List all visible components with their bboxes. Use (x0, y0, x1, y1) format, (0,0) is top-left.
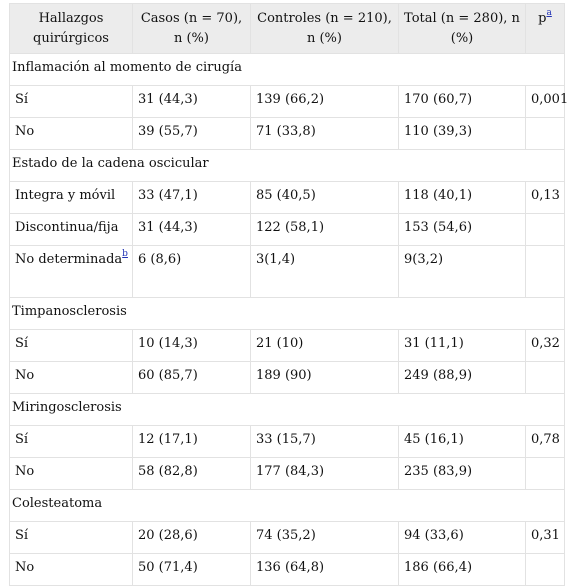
row-label: No (15, 368, 35, 383)
cases-cell: 58 (82,8) (132, 457, 251, 490)
section-row: Miringosclerosis (9, 393, 565, 426)
table-row: Sí 20 (28,6) 74 (35,2) 94 (33,6) 0,31 (9, 521, 565, 554)
cases-cell: 39 (55,7) (132, 117, 251, 150)
p-cell (525, 117, 565, 150)
section-title: Inflamación al momento de cirugía (9, 53, 565, 86)
controls-cell: 177 (84,3) (250, 457, 399, 490)
total-cell: 94 (33,6) (398, 521, 526, 554)
total-cell: 118 (40,1) (398, 181, 526, 214)
total-cell: 31 (11,1) (398, 329, 526, 362)
footnote-a-link[interactable]: a (546, 7, 552, 18)
row-label-cell: Discontinua/fija (9, 213, 133, 246)
header-findings: Hallazgos quirúrgicos (9, 3, 133, 54)
header-p-label: p (538, 11, 547, 26)
row-label: No (15, 560, 35, 575)
row-label-cell: No (9, 457, 133, 490)
controls-cell: 85 (40,5) (250, 181, 399, 214)
table-row: No determinadab 6 (8,6) 3(1,4) 9(3,2) (9, 245, 565, 298)
section-row: Colesteatoma (9, 489, 565, 522)
p-cell (525, 361, 565, 394)
total-cell: 170 (60,7) (398, 85, 526, 118)
controls-cell: 74 (35,2) (250, 521, 399, 554)
p-cell (525, 245, 565, 298)
row-label: Discontinua/fija (15, 220, 119, 235)
cases-cell: 33 (47,1) (132, 181, 251, 214)
surgical-findings-table: Hallazgos quirúrgicos Casos (n = 70), n … (9, 3, 568, 586)
row-label: No determinada (15, 252, 123, 267)
total-cell: 235 (83,9) (398, 457, 526, 490)
table-row: No 39 (55,7) 71 (33,8) 110 (39,3) (9, 117, 565, 150)
p-cell: 0,32 (525, 329, 565, 362)
p-cell: 0,13 (525, 181, 565, 214)
section-row: Estado de la cadena oscicular (9, 149, 565, 182)
header-total: Total (n = 280), n (%) (398, 3, 526, 54)
cases-cell: 20 (28,6) (132, 521, 251, 554)
p-cell: 0,78 (525, 425, 565, 458)
row-label-cell: No (9, 117, 133, 150)
row-label-cell: Sí (9, 425, 133, 458)
total-cell: 45 (16,1) (398, 425, 526, 458)
table-row: Integra y móvil 33 (47,1) 85 (40,5) 118 (40… (9, 181, 565, 214)
table-row: Discontinua/fija 31 (44,3) 122 (58,1) 153 (… (9, 213, 565, 246)
section-title: Miringosclerosis (9, 393, 565, 426)
row-label-cell: No (9, 361, 133, 394)
table-row: No 60 (85,7) 189 (90) 249 (88,9) (9, 361, 565, 394)
header-row: Hallazgos quirúrgicos Casos (n = 70), n … (9, 3, 565, 54)
total-cell: 249 (88,9) (398, 361, 526, 394)
table-row: Sí 31 (44,3) 139 (66,2) 170 (60,7) 0,001 (9, 85, 568, 118)
controls-cell: 33 (15,7) (250, 425, 399, 458)
cases-cell: 10 (14,3) (132, 329, 251, 362)
section-title: Estado de la cadena oscicular (9, 149, 565, 182)
row-label: No (15, 124, 35, 139)
section-title: Colesteatoma (9, 489, 565, 522)
controls-cell: 71 (33,8) (250, 117, 399, 150)
table-row: Sí 10 (14,3) 21 (10) 31 (11,1) 0,32 (9, 329, 565, 362)
row-label: Integra y móvil (15, 188, 116, 203)
row-label: Sí (15, 528, 29, 543)
row-label: Sí (15, 92, 29, 107)
total-cell: 9(3,2) (398, 245, 526, 298)
header-controls: Controles (n = 210), n (%) (250, 3, 399, 54)
cases-cell: 6 (8,6) (132, 245, 251, 298)
row-label-cell: Sí (9, 521, 133, 554)
footnote-b-link[interactable]: b (122, 248, 128, 259)
p-cell: 0,31 (525, 521, 565, 554)
cases-cell: 12 (17,1) (132, 425, 251, 458)
row-label: No (15, 464, 35, 479)
p-cell: 0,001 (525, 85, 568, 118)
section-row: Timpanosclerosis (9, 297, 565, 330)
row-label-cell: Sí (9, 85, 133, 118)
cases-cell: 31 (44,3) (132, 85, 251, 118)
table-row: No 58 (82,8) 177 (84,3) 235 (83,9) (9, 457, 565, 490)
table-row: Sí 12 (17,1) 33 (15,7) 45 (16,1) 0,78 (9, 425, 565, 458)
controls-cell: 139 (66,2) (250, 85, 399, 118)
row-label: Sí (15, 432, 29, 447)
row-label-cell: Sí (9, 329, 133, 362)
cases-cell: 60 (85,7) (132, 361, 251, 394)
row-label: Sí (15, 336, 29, 351)
p-cell (525, 213, 565, 246)
total-cell: 110 (39,3) (398, 117, 526, 150)
cases-cell: 31 (44,3) (132, 213, 251, 246)
header-cases: Casos (n = 70), n (%) (132, 3, 251, 54)
controls-cell: 122 (58,1) (250, 213, 399, 246)
row-label-cell: No determinadab (9, 245, 133, 298)
controls-cell: 189 (90) (250, 361, 399, 394)
controls-cell: 21 (10) (250, 329, 399, 362)
controls-cell: 3(1,4) (250, 245, 399, 298)
results-table-container: Hallazgos quirúrgicos Casos (n = 70), n … (9, 3, 568, 586)
table-body: Inflamación al momento de cirugía Sí 31 (4… (9, 53, 568, 586)
row-label-cell: Integra y móvil (9, 181, 133, 214)
section-row: Inflamación al momento de cirugía (9, 53, 565, 86)
total-cell: 153 (54,6) (398, 213, 526, 246)
header-p: pa (525, 3, 565, 54)
section-title: Timpanosclerosis (9, 297, 565, 330)
p-cell (525, 457, 565, 490)
